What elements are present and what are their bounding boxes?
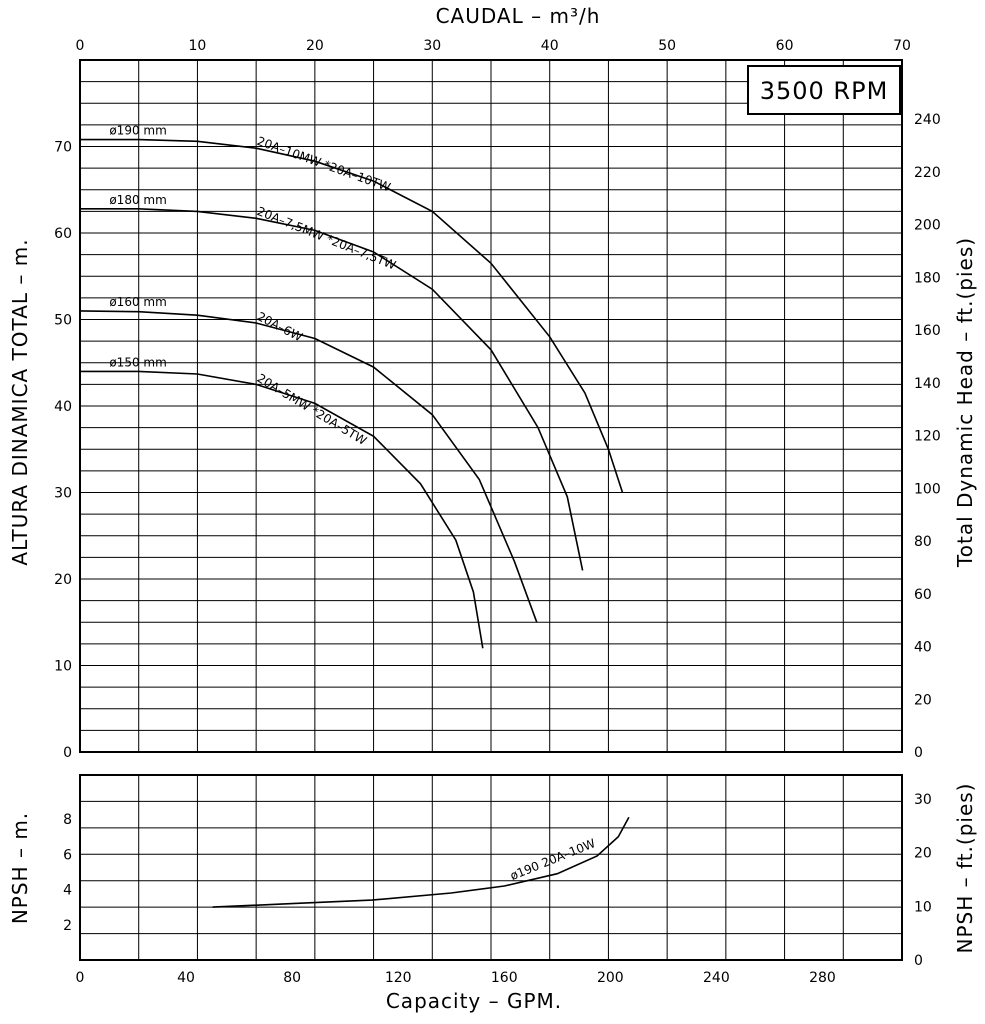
x-top-tick-label: 40 [541,38,559,54]
x-top-tick-label: 70 [893,38,911,54]
y-left-tick-label: 0 [63,745,72,761]
y-left-tick-label: 60 [54,226,72,242]
rpm-badge-box [747,65,901,115]
y-axis-right-title: Total Dynamic Head – ft.(pies) [953,237,977,568]
x-top-tick-label: 30 [423,38,441,54]
x-axis-bottom-title: Capacity – GPM. [386,989,562,1013]
npsh-left-tick-label: 2 [63,918,72,934]
y-right-tick-label: 160 [914,323,941,339]
npsh-plot-frame [79,774,903,961]
impeller-diameter-label: ø190 mm [109,124,166,138]
npsh-right-tick-label: 0 [914,953,923,969]
y-right-tick-label: 60 [914,587,932,603]
y-left-tick-label: 20 [54,572,72,588]
y-left-tick-label: 50 [54,313,72,329]
y-right-tick-label: 220 [914,165,941,181]
pump-model-label: 20A–7,5MW *20A–7,5TW [255,204,398,272]
y-right-tick-label: 180 [914,270,941,286]
y-right-tick-label: 140 [914,376,941,392]
impeller-diameter-label: ø180 mm [109,193,166,207]
x-top-tick-label: 20 [306,38,324,54]
x-axis-top-title: CAUDAL – m³/h [436,4,601,28]
npsh-axis-right-title: NPSH – ft.(pies) [953,783,977,954]
y-right-tick-label: 40 [914,640,932,656]
y-right-tick-label: 120 [914,429,941,445]
x-bottom-tick-label: 280 [809,970,836,986]
y-right-tick-label: 0 [914,745,923,761]
npsh-curve-line [212,816,630,908]
y-left-tick-label: 70 [54,140,72,156]
x-bottom-tick-label: 160 [491,970,518,986]
y-right-tick-label: 100 [914,481,941,497]
head-curves: ø190 mm 20A–10MW *20A–10TW ø180 mm 20A–7,5M… [79,124,624,649]
rpm-badge: 3500 RPM [760,77,889,105]
npsh-left-tick-label: 8 [63,812,72,828]
npsh-right-tick-label: 30 [914,792,932,808]
head-capacity-grid [79,59,903,753]
y-right-tick-label: 80 [914,534,932,550]
npsh-left-tick-label: 6 [63,847,72,863]
head-plot-frame [79,59,903,753]
y-axis-left-title: ALTURA DINAMICA TOTAL – m. [8,238,32,565]
npsh-curve-label: ø190 20A–10W [508,836,597,883]
x-top-tick-label: 60 [776,38,794,54]
head-curve-line [80,208,584,571]
y-right-tick-label: 240 [914,112,941,128]
npsh-curves: ø190 20A–10W [212,816,630,908]
y-left-tick-label: 30 [54,486,72,502]
x-bottom-tick-label: 0 [76,970,85,986]
pump-model-label: 20A–5MW *20A–5TW [255,371,370,448]
head-curve-line [80,370,484,649]
x-bottom-tick-label: 80 [283,970,301,986]
npsh-axis-left-title: NPSH – m. [8,812,32,924]
npsh-left-tick-label: 4 [63,883,72,899]
y-left-tick-label: 40 [54,399,72,415]
head-curve-line [79,310,538,623]
head-curve-line [80,138,624,493]
npsh-right-tick-label: 20 [914,846,932,862]
impeller-diameter-label: ø150 mm [109,355,166,369]
x-top-tick-label: 0 [76,38,85,54]
x-bottom-tick-label: 240 [703,970,730,986]
y-right-tick-label: 200 [914,218,941,234]
pump-model-label: 20A–6W [255,309,305,344]
npsh-right-tick-label: 10 [914,899,932,915]
y-left-tick-label: 10 [54,659,72,675]
x-bottom-tick-label: 40 [177,970,195,986]
pump-model-label: 20A–10MW *20A–10TW [255,134,392,195]
y-right-tick-label: 20 [914,692,932,708]
npsh-grid [79,775,903,961]
impeller-diameter-label: ø160 mm [109,295,166,309]
x-top-tick-label: 50 [658,38,676,54]
head-tick-labels: 0 10 20 30 40 50 60 70 0 10 20 30 40 50 60 70 0 20 40 60 80 1… [54,38,941,761]
x-bottom-tick-label: 120 [385,970,412,986]
x-top-tick-label: 10 [189,38,207,54]
x-bottom-tick-label: 200 [597,970,624,986]
